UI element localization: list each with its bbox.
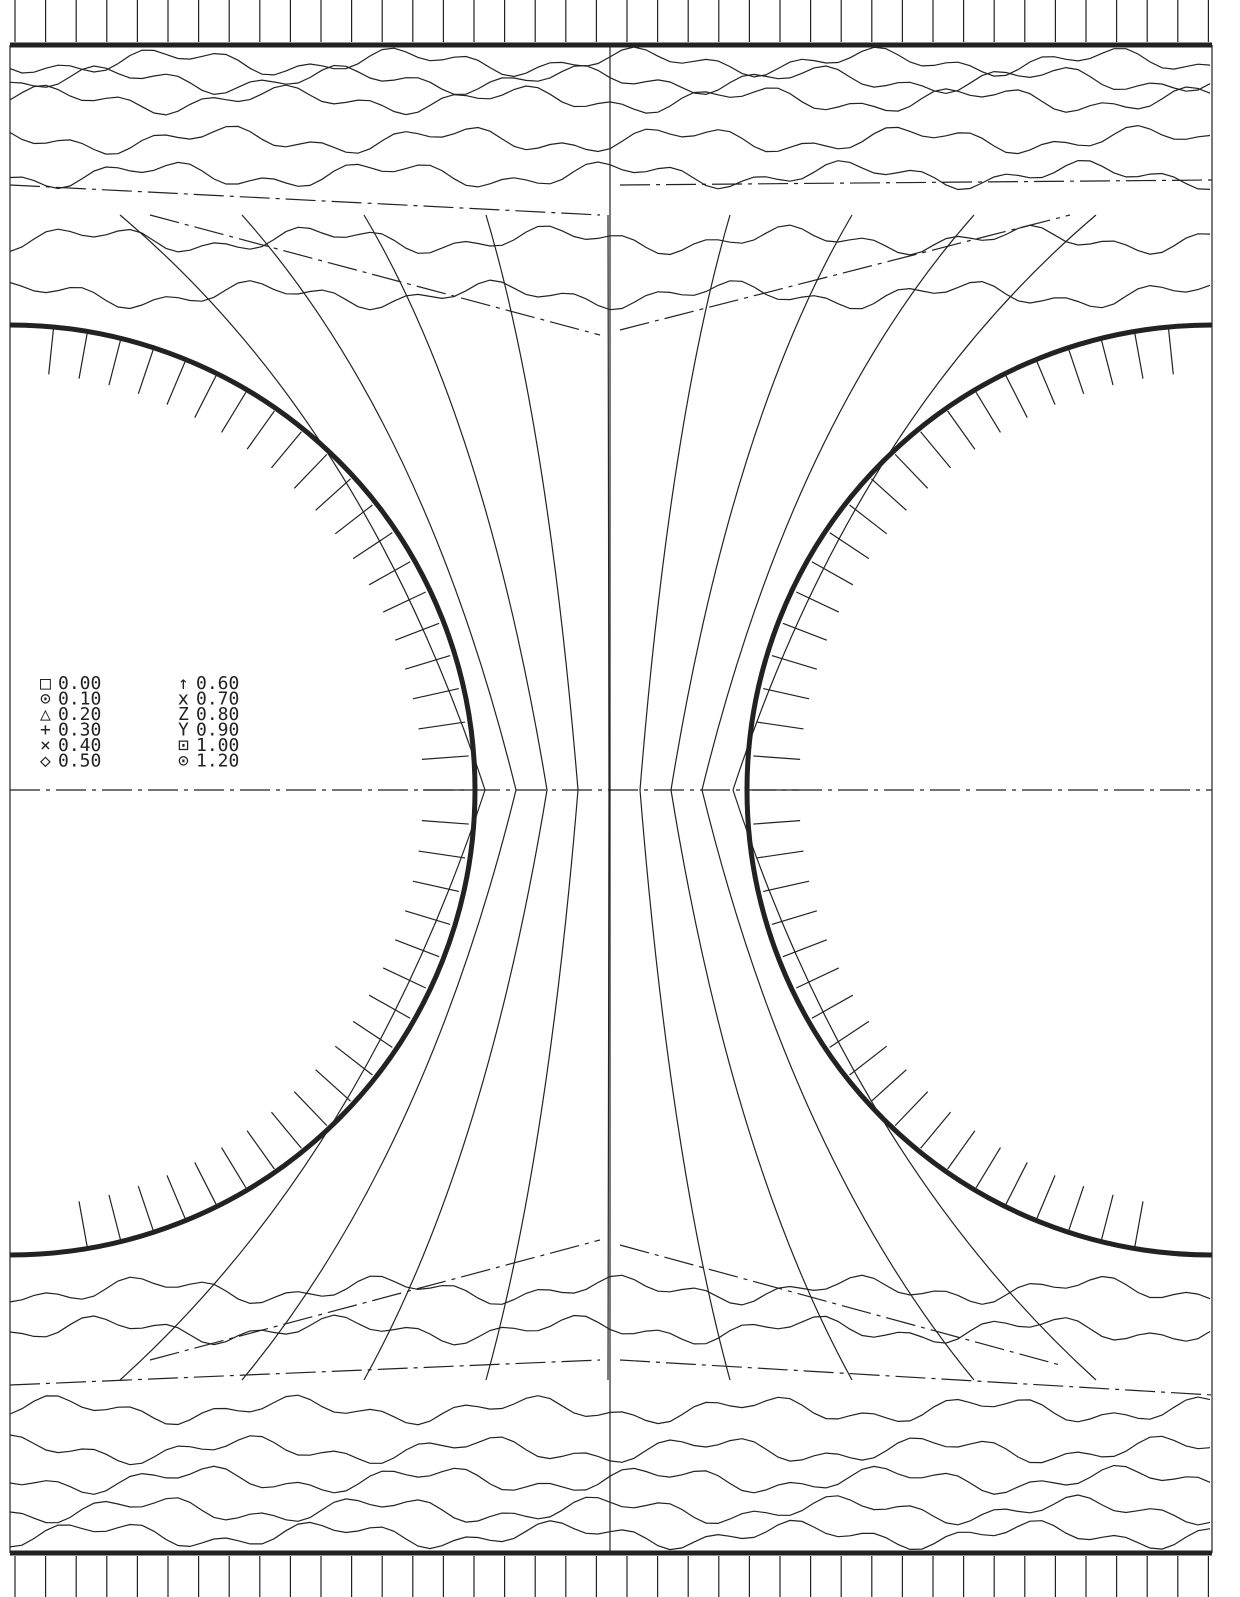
radial-tick	[247, 411, 274, 449]
radial-tick	[783, 940, 827, 957]
radial-tick	[395, 623, 439, 640]
radial-tick	[271, 432, 301, 468]
radial-tick	[757, 851, 803, 858]
page: □0.00⊙0.10△0.20+0.30×0.40◇0.50↑0.60ⅹ0.70…	[0, 0, 1240, 1597]
radial-tick	[895, 1092, 928, 1126]
radial-tick	[109, 1195, 121, 1241]
radial-tick	[195, 1162, 216, 1204]
radial-tick	[1135, 1201, 1143, 1247]
radial-tick	[1101, 340, 1113, 386]
radial-tick	[294, 1092, 327, 1126]
radial-tick	[895, 454, 928, 488]
radial-tick	[921, 432, 951, 468]
radial-tick	[405, 911, 450, 925]
dash-dot-line	[10, 180, 1212, 335]
radial-tick	[109, 340, 121, 386]
radial-tick	[871, 479, 906, 510]
radial-tick	[1101, 1195, 1113, 1241]
radial-tick	[976, 1148, 1000, 1188]
contour-line	[364, 215, 547, 1380]
radial-tick	[79, 1201, 87, 1247]
contour-line	[640, 215, 730, 1380]
radial-tick	[850, 1046, 887, 1075]
radial-tick	[763, 881, 809, 891]
radial-tick	[383, 968, 426, 988]
radial-tick	[753, 821, 800, 824]
contour-line	[733, 215, 1096, 1380]
legend-symbol: ◇	[40, 751, 51, 772]
radial-tick	[222, 392, 246, 432]
radial-tick	[796, 592, 839, 612]
radial-tick	[763, 689, 809, 699]
radial-tick	[79, 332, 87, 378]
contour-line	[486, 215, 578, 1380]
radial-tick	[1069, 349, 1084, 394]
radial-tick	[353, 1021, 392, 1047]
radial-tick	[167, 1175, 185, 1218]
legend-label: 1.20	[196, 751, 239, 772]
radial-tick	[335, 1046, 372, 1075]
radial-tick	[294, 454, 327, 488]
radial-tick	[757, 722, 803, 729]
radial-tick	[1069, 1186, 1084, 1231]
radial-tick	[1168, 328, 1173, 375]
radial-tick	[871, 1070, 906, 1101]
radial-tick	[1006, 1162, 1027, 1204]
radial-tick	[369, 995, 410, 1018]
radial-tick	[796, 968, 839, 988]
legend-symbol: ⊙	[178, 751, 189, 772]
radial-tick	[138, 1186, 153, 1231]
radial-tick	[812, 562, 853, 585]
contour-line	[671, 215, 852, 1380]
radial-tick	[1006, 376, 1027, 418]
radial-tick	[948, 411, 975, 449]
radial-tick	[195, 376, 216, 418]
radial-tick	[783, 623, 827, 640]
radial-tick	[948, 1131, 975, 1169]
radial-tick	[167, 361, 185, 404]
radial-tick	[271, 1112, 301, 1148]
radial-tick	[1135, 332, 1143, 378]
radial-tick	[222, 1148, 246, 1188]
radial-tick	[830, 1021, 869, 1047]
radial-tick	[419, 851, 465, 858]
radial-tick	[247, 1131, 274, 1169]
radial-tick	[383, 592, 426, 612]
radial-tick	[405, 656, 450, 670]
radial-tick	[138, 349, 153, 394]
radial-tick	[316, 1070, 351, 1101]
radial-tick	[976, 392, 1000, 432]
radial-tick	[419, 722, 465, 729]
radial-tick	[1037, 361, 1055, 404]
radial-tick	[753, 756, 800, 759]
contour-plot: □0.00⊙0.10△0.20+0.30×0.40◇0.50↑0.60ⅹ0.70…	[0, 0, 1240, 1597]
legend-label: 0.50	[58, 751, 101, 772]
radial-tick	[422, 821, 469, 824]
radial-tick	[369, 562, 410, 585]
radial-tick	[422, 756, 469, 759]
radial-tick	[316, 479, 351, 510]
contour-line	[120, 215, 485, 1380]
radial-tick	[395, 940, 439, 957]
radial-tick	[812, 995, 853, 1018]
radial-tick	[1037, 1175, 1055, 1218]
contour-line	[608, 215, 609, 1380]
radial-tick	[49, 328, 54, 375]
radial-tick	[335, 505, 372, 534]
radial-tick	[921, 1112, 951, 1148]
